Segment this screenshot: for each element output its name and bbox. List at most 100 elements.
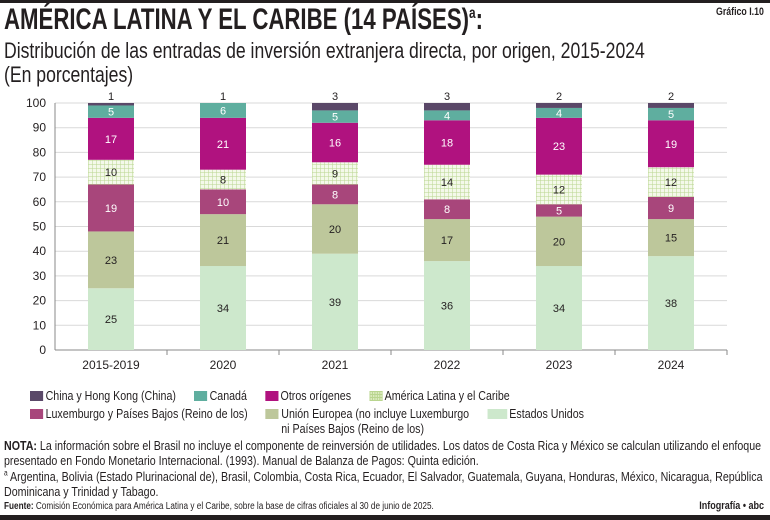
legend-item-china: China y Hong Kong (China) — [30, 388, 176, 403]
x-tick-label: 2021 — [322, 358, 349, 372]
bar-segment — [424, 261, 470, 350]
data-label: 21 — [217, 235, 229, 247]
bar-segment — [88, 117, 134, 160]
legend-label: Luxemburgo y Países Bajos (Reino de los) — [45, 406, 248, 421]
legend-swatch — [487, 409, 507, 419]
data-label: 34 — [553, 303, 565, 315]
note-text: La información sobre el Brasil no incluy… — [4, 438, 762, 468]
legend-label-cont: ni Países Bajos (Reino de los) — [281, 421, 425, 436]
data-label: 18 — [441, 138, 453, 150]
chart-units: (En porcentajes) — [4, 62, 134, 87]
legend-swatch — [265, 409, 279, 419]
y-tick-label: 70 — [33, 170, 47, 184]
bottom-rule — [0, 515, 770, 520]
source-label: Fuente: — [4, 501, 34, 512]
bar-segment — [424, 120, 470, 165]
data-label: 15 — [665, 233, 677, 245]
note-label: NOTA: — [4, 438, 37, 453]
bar-segment — [200, 103, 246, 118]
legend-label: China y Hong Kong (China) — [45, 388, 176, 403]
bar-segment — [312, 122, 358, 163]
chart-title: AMÉRICA LATINA Y EL CARIBE (14 PAÍSES)a: — [4, 3, 483, 37]
bar-segment — [648, 107, 694, 121]
title-text: AMÉRICA LATINA Y EL CARIBE (14 PAÍSES) — [4, 3, 470, 36]
data-label: 12 — [665, 177, 677, 189]
x-tick-label: 2024 — [658, 358, 685, 372]
bar-segment — [312, 184, 358, 205]
chart-subtitle: Distribución de las entradas de inversió… — [4, 38, 645, 63]
data-label: 21 — [217, 139, 229, 151]
bar-segment — [88, 105, 134, 118]
x-tick-label: 2020 — [210, 358, 237, 372]
bar-segment — [424, 219, 470, 262]
y-tick-label: 10 — [33, 318, 47, 332]
bar-segment — [200, 117, 246, 170]
legend-label: Otros orígenes — [280, 388, 352, 403]
data-label: 20 — [553, 236, 565, 248]
data-label: 36 — [441, 301, 453, 313]
legend-swatch — [369, 391, 383, 401]
bar-segment — [88, 103, 134, 106]
data-label: 38 — [665, 298, 677, 310]
bar-segment — [312, 162, 358, 185]
data-label: 8 — [444, 204, 450, 216]
data-label: 1 — [108, 91, 114, 103]
bar-segment — [88, 184, 134, 232]
bar-segment — [424, 103, 470, 111]
data-label: 23 — [105, 255, 117, 267]
top-rule — [0, 0, 770, 3]
legend-item-alc: América Latina y el Caribe — [369, 388, 510, 403]
legend-item-ue: Unión Europea (no incluye Luxemburgo ni P… — [265, 406, 470, 436]
figure-label: Gráfico I.10 — [716, 6, 764, 18]
data-label: 5 — [556, 205, 562, 217]
data-label: 19 — [665, 139, 677, 151]
bar-segment — [88, 231, 134, 289]
source-text: Comisión Económica para América Latina y… — [33, 501, 434, 512]
data-label: 4 — [556, 108, 562, 120]
data-label: 9 — [668, 203, 674, 215]
legend-label: Unión Europea (no incluye Luxemburgo — [281, 406, 470, 421]
data-label: 10 — [105, 167, 117, 179]
footnote: a Argentina, Bolivia (Estado Plurinacion… — [4, 469, 767, 499]
bar-segment — [424, 199, 470, 220]
data-label: 34 — [217, 303, 229, 315]
data-label: 6 — [220, 105, 226, 117]
bar-segment — [536, 204, 582, 217]
data-label: 19 — [105, 203, 117, 215]
title-footnote-mark: a — [469, 5, 476, 22]
data-label: 12 — [553, 184, 565, 196]
bar-segment — [536, 216, 582, 267]
bar-segment — [648, 219, 694, 257]
bar-segment — [648, 103, 694, 108]
data-label: 25 — [105, 314, 117, 326]
bar-segment — [536, 174, 582, 205]
bar-segment — [200, 266, 246, 350]
bar-segment — [200, 214, 246, 267]
data-label: 3 — [332, 91, 338, 103]
data-label: 1 — [220, 91, 226, 103]
data-label: 39 — [329, 297, 341, 309]
legend-label: Estados Unidos — [509, 406, 584, 421]
legend-swatch — [30, 409, 44, 419]
bar-segment — [200, 189, 246, 215]
footnote-mark: a — [4, 468, 8, 478]
y-tick-label: 20 — [33, 294, 47, 308]
data-label: 3 — [444, 91, 450, 103]
bar-segment — [200, 169, 246, 190]
data-label: 17 — [105, 134, 117, 146]
bar-segment — [88, 159, 134, 185]
bar-segment — [424, 110, 470, 121]
data-label: 2 — [668, 91, 674, 103]
legend-row-1: China y Hong Kong (China) Canadá Otros o… — [30, 388, 510, 403]
data-label: 5 — [108, 107, 114, 119]
data-label: 2 — [556, 91, 562, 103]
legend-item-otros: Otros orígenes — [264, 388, 352, 403]
data-label: 5 — [332, 112, 338, 124]
data-label: 10 — [217, 197, 229, 209]
source: Fuente: Comisión Económica para América … — [4, 501, 434, 513]
data-label: 4 — [444, 110, 450, 122]
x-tick-label: 2023 — [546, 358, 573, 372]
note: NOTA: La información sobre el Brasil no … — [4, 438, 767, 468]
